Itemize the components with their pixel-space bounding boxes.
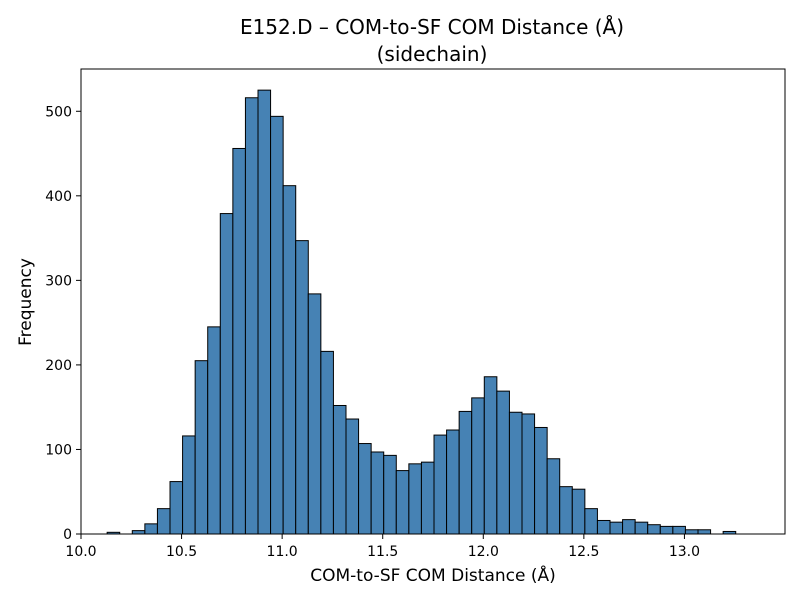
histogram-bar <box>534 426 548 535</box>
histogram-bar <box>270 115 284 535</box>
histogram-bar <box>546 458 561 535</box>
histogram-bar <box>622 519 636 535</box>
y-tick-label: 200 <box>45 358 72 374</box>
histogram-bar <box>571 488 586 535</box>
histogram-bar <box>446 429 460 535</box>
histogram-bar <box>169 481 184 535</box>
y-tick-label: 100 <box>45 442 72 458</box>
histogram-bar <box>420 461 435 535</box>
histogram-bar <box>672 525 686 535</box>
histogram-bar <box>596 519 611 535</box>
histogram-bar <box>471 397 485 535</box>
histogram-bar <box>358 443 372 535</box>
histogram-bar <box>144 523 158 535</box>
histogram-bar <box>433 434 448 535</box>
histogram-bar <box>697 529 712 535</box>
histogram-bar <box>521 413 536 535</box>
histogram-bar <box>307 293 322 535</box>
histogram-bar <box>282 185 297 535</box>
histogram-bar <box>647 524 661 535</box>
y-ticks: 0 100 200 300 400 500 <box>45 104 81 543</box>
histogram-bar <box>684 529 699 535</box>
x-tick-label: 13.0 <box>669 544 700 560</box>
histogram-bar <box>559 486 573 535</box>
x-tick-label: 11.5 <box>367 544 398 560</box>
x-ticks: 10.0 10.5 11.0 11.5 12.0 12.5 13.0 <box>65 534 700 560</box>
histogram-bar <box>584 508 598 535</box>
x-tick-label: 11.0 <box>267 544 298 560</box>
histogram-bar <box>458 410 473 535</box>
histogram-bar <box>320 350 334 535</box>
histogram-bar <box>219 213 234 535</box>
histogram-bar <box>332 404 347 535</box>
bars-group <box>106 89 737 535</box>
histogram-bar <box>194 360 209 535</box>
histogram-bar <box>207 326 221 535</box>
histogram-bar <box>483 376 498 535</box>
chart-title: E152.D – COM-to-SF COM Distance (Å) <box>240 15 624 39</box>
x-tick-label: 10.5 <box>166 544 197 560</box>
histogram-bar <box>232 147 246 535</box>
histogram-bar <box>244 97 259 535</box>
histogram-bar <box>156 508 171 535</box>
plot-frame <box>80 68 786 535</box>
histogram-bar <box>345 418 360 535</box>
chart-subtitle: (sidechain) <box>377 42 488 66</box>
y-tick-label: 500 <box>45 104 72 120</box>
y-tick-label: 300 <box>45 273 72 289</box>
histogram-bar <box>131 530 146 535</box>
histogram-bar <box>609 521 624 535</box>
x-axis-label: COM-to-SF COM Distance (Å) <box>310 564 556 586</box>
histogram-bar <box>659 525 674 535</box>
y-axis-label: Frequency <box>16 258 36 346</box>
x-tick-label: 12.5 <box>568 544 599 560</box>
histogram-bar <box>295 240 309 535</box>
histogram-bar <box>634 521 649 535</box>
histogram-bar <box>508 411 523 535</box>
x-tick-label: 12.0 <box>468 544 499 560</box>
histogram-bar <box>383 454 397 535</box>
x-tick-label: 10.0 <box>65 544 96 560</box>
histogram-bar <box>408 463 422 535</box>
histogram-bar <box>395 470 410 535</box>
y-tick-label: 400 <box>45 189 72 205</box>
histogram-bar <box>182 435 196 535</box>
histogram-bar <box>370 451 385 535</box>
histogram-bar <box>257 89 272 535</box>
y-tick-label: 0 <box>63 527 72 543</box>
histogram-bar <box>496 390 510 535</box>
